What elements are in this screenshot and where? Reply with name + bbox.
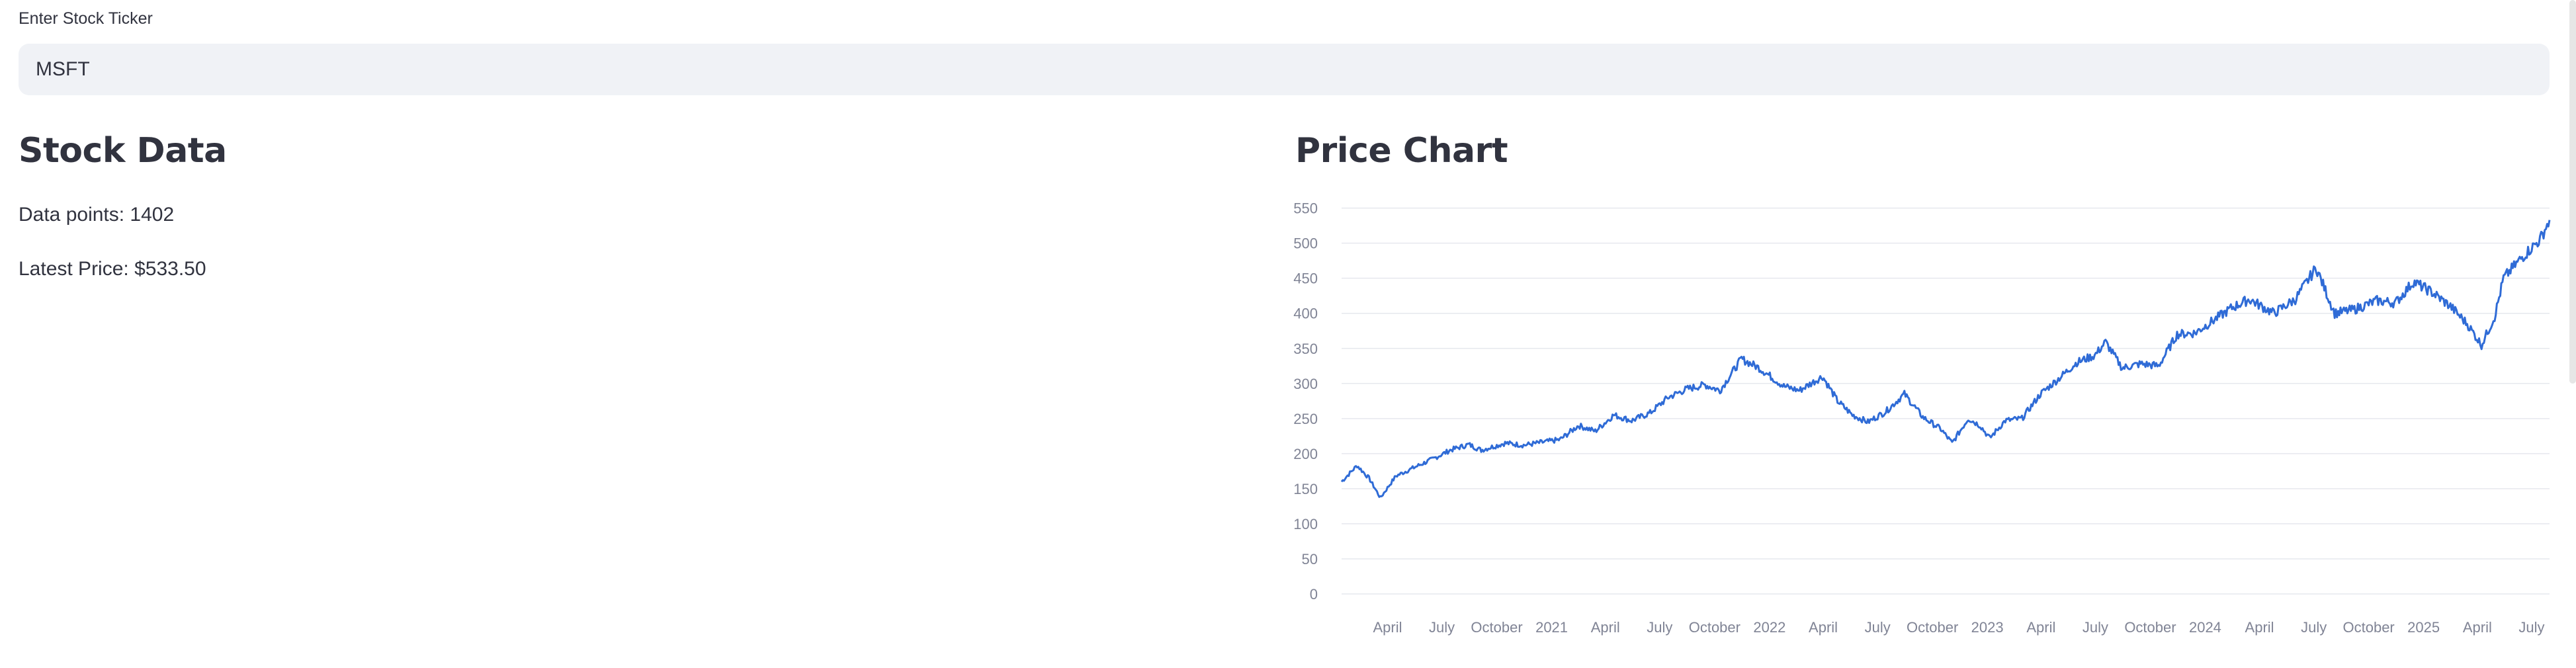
- x-tick-label: April: [2245, 619, 2274, 636]
- x-tick-label: April: [1591, 619, 1620, 636]
- page-scrollbar[interactable]: [2569, 0, 2576, 384]
- x-tick-label: 2022: [1753, 619, 1785, 636]
- x-tick-label: 2023: [1971, 619, 2004, 636]
- x-tick-label: July: [1429, 619, 1455, 636]
- x-tick-label: July: [1647, 619, 1672, 636]
- x-tick-label: 2021: [1535, 619, 1568, 636]
- data-points-text: Data points: 1402: [19, 204, 175, 226]
- ticker-input[interactable]: MSFT: [19, 44, 2550, 95]
- y-tick-label: 0: [1310, 586, 1318, 603]
- x-tick-label: October: [2124, 619, 2176, 636]
- x-tick-label: July: [2518, 619, 2544, 636]
- x-tick-label: 2025: [2407, 619, 2440, 636]
- x-tick-label: October: [1689, 619, 1740, 636]
- y-tick-label: 100: [1293, 516, 1318, 532]
- x-tick-label: April: [2463, 619, 2492, 636]
- price-chart-heading: Price Chart: [1295, 131, 1508, 171]
- price-chart[interactable]: 0 50 100 150 200 250 300 350 400 450 500 550 April Ju…: [1283, 192, 2576, 668]
- latest-price-text: Latest Price: $533.50: [19, 258, 206, 280]
- x-tick-label: October: [1471, 619, 1522, 636]
- x-tick-label: 2024: [2189, 619, 2221, 636]
- ticker-input-value: MSFT: [36, 58, 90, 80]
- price-series-line: [1340, 220, 2551, 498]
- y-tick-label: 550: [1293, 200, 1318, 217]
- y-tick-label: 400: [1293, 306, 1318, 322]
- y-tick-label: 200: [1293, 446, 1318, 462]
- x-tick-label: April: [1373, 619, 1402, 636]
- y-tick-label: 500: [1293, 235, 1318, 252]
- stock-data-heading: Stock Data: [19, 131, 227, 171]
- x-tick-label: October: [1907, 619, 1958, 636]
- x-tick-label: July: [2082, 619, 2108, 636]
- price-chart-svg: 0 50 100 150 200 250 300 350 400 450 500 550 April Ju…: [1293, 200, 2551, 636]
- y-tick-label: 450: [1293, 271, 1318, 287]
- ticker-input-label: Enter Stock Ticker: [19, 9, 153, 28]
- y-tick-label: 300: [1293, 376, 1318, 392]
- x-tick-label: April: [2026, 619, 2055, 636]
- x-tick-label: July: [1865, 619, 1891, 636]
- x-tick-label: July: [2301, 619, 2327, 636]
- y-tick-label: 150: [1293, 481, 1318, 497]
- y-tick-label: 50: [1302, 551, 1318, 567]
- x-tick-label: April: [1809, 619, 1838, 636]
- x-tick-label: October: [2343, 619, 2395, 636]
- y-tick-label: 350: [1293, 341, 1318, 357]
- y-tick-label: 250: [1293, 411, 1318, 427]
